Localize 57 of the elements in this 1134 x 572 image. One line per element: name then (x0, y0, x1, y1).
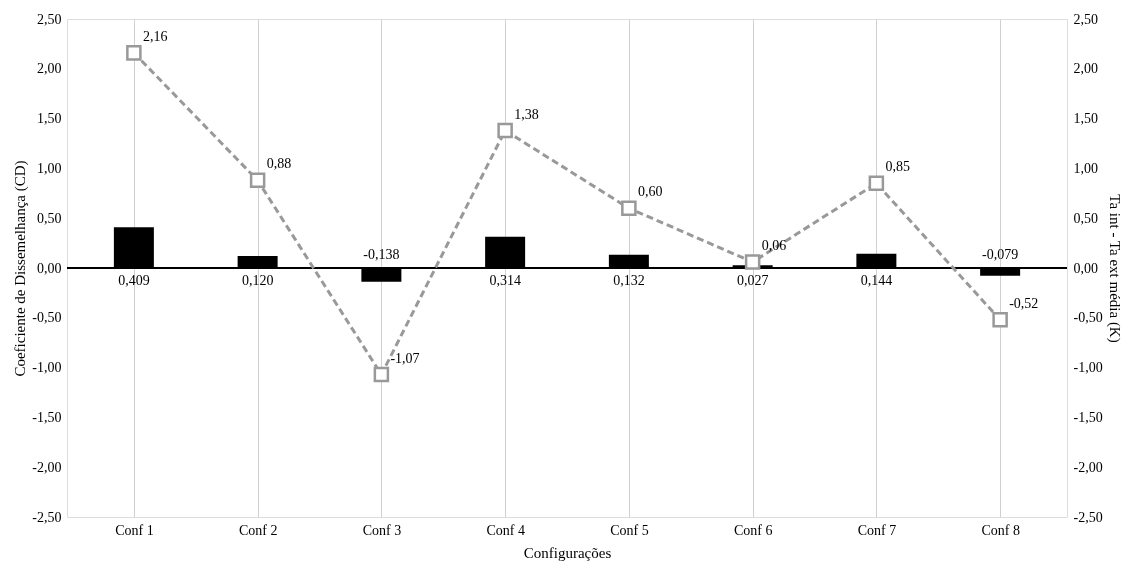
x-tick-label: Conf 4 (486, 522, 525, 538)
data-label: -0,079 (982, 247, 1019, 262)
y2-tick-label: -0,50 (1073, 310, 1103, 326)
x-tick-label: Conf 1 (115, 522, 154, 538)
point (249, 172, 266, 189)
x-tick-label: Conf 5 (610, 522, 649, 538)
y2-tick-label: -1,00 (1073, 360, 1103, 376)
data-label: 2,16 (142, 28, 168, 44)
y2-tick-label: 1,00 (1073, 160, 1098, 176)
y-tick-label: -1,00 (32, 360, 62, 376)
point (992, 312, 1008, 328)
y-tick-label: 0,50 (37, 210, 62, 226)
y-tick-label: -2,00 (32, 459, 62, 475)
point (868, 175, 885, 192)
y-tick-label: -1,50 (32, 409, 62, 425)
data-label: 0,027 (736, 273, 769, 288)
y-tick-label: -0,50 (32, 310, 62, 326)
x-tick-label: Conf 2 (238, 522, 278, 538)
y-tick-label: -2,50 (32, 509, 62, 525)
y2-tick-label: 1,50 (1073, 111, 1098, 127)
y-axis-title: Coeficiente de Dissemelhança (CD) (12, 160, 30, 377)
data-label: 0,132 (613, 273, 645, 288)
data-label: 0,409 (118, 273, 150, 288)
y-tick-label: 2,00 (37, 61, 62, 77)
data-label: -1,07 (390, 350, 420, 366)
data-label: 0,314 (489, 273, 521, 288)
y2-axis-title: Ta int - Ta ext média (K) (1105, 194, 1123, 343)
data-label: 0,60 (637, 184, 663, 200)
y2-tick-label: 0,50 (1073, 210, 1098, 226)
y-tick-label: 1,50 (37, 111, 62, 127)
y2-tick-label: 2,00 (1073, 61, 1098, 77)
data-label: 0,144 (860, 273, 893, 288)
point (373, 366, 390, 383)
point (744, 254, 761, 270)
x-axis-title: Configurações (523, 544, 612, 561)
y-tick-label: 1,00 (37, 160, 62, 176)
y2-tick-label: 0,00 (1073, 260, 1098, 276)
x-tick-label: Conf 6 (733, 522, 773, 538)
x-tick-label: Conf 8 (981, 522, 1020, 538)
data-label: -0,52 (1009, 295, 1039, 311)
y-tick-label: 2,50 (37, 11, 62, 27)
data-label: 0,85 (885, 159, 910, 175)
point (126, 45, 142, 61)
point (497, 122, 513, 139)
y2-tick-label: -2,00 (1073, 459, 1103, 475)
data-label: 0,88 (266, 156, 292, 172)
data-label: 0,120 (241, 273, 274, 288)
data-label: 1,38 (514, 106, 539, 122)
data-label: 0,06 (761, 238, 787, 254)
x-tick-label: Conf 7 (857, 522, 897, 538)
y2-tick-label: -1,50 (1073, 409, 1103, 425)
data-label: -0,138 (363, 247, 400, 262)
x-tick-label: Conf 3 (362, 522, 402, 538)
point (621, 200, 637, 217)
y2-tick-label: 2,50 (1073, 11, 1098, 27)
y-tick-label: 0,00 (37, 260, 62, 276)
y2-tick-label: -2,50 (1073, 509, 1103, 525)
